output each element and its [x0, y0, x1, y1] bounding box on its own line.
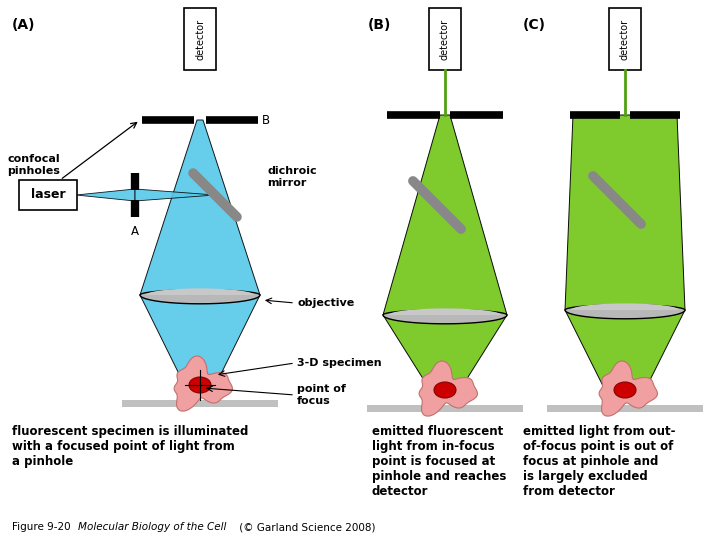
Text: emitted fluorescent
light from in-focus
point is focused at
pinhole and reaches
: emitted fluorescent light from in-focus …: [372, 425, 506, 498]
Polygon shape: [146, 288, 254, 295]
Ellipse shape: [434, 382, 456, 398]
Text: (C): (C): [523, 18, 546, 32]
Bar: [547, 405, 703, 412]
Text: emitted light from out-
of-focus point is out of
focus at pinhole and
is largely: emitted light from out- of-focus point i…: [523, 425, 675, 498]
Polygon shape: [140, 295, 260, 390]
Polygon shape: [383, 315, 507, 395]
Text: Figure 9-20: Figure 9-20: [12, 522, 77, 532]
Text: confocal
pinholes: confocal pinholes: [7, 154, 60, 176]
FancyBboxPatch shape: [429, 8, 461, 70]
FancyBboxPatch shape: [19, 180, 77, 210]
Ellipse shape: [614, 382, 636, 398]
Text: (B): (B): [368, 18, 392, 32]
Text: Molecular Biology of the Cell: Molecular Biology of the Cell: [78, 522, 226, 532]
Text: A: A: [131, 225, 139, 238]
Polygon shape: [174, 356, 233, 411]
Polygon shape: [383, 310, 507, 324]
Polygon shape: [565, 115, 685, 310]
Text: fluorescent specimen is illuminated
with a focused point of light from
a pinhole: fluorescent specimen is illuminated with…: [12, 425, 248, 468]
Polygon shape: [389, 308, 501, 315]
Bar: [122, 400, 278, 407]
Polygon shape: [140, 290, 260, 304]
Polygon shape: [135, 189, 215, 201]
Polygon shape: [76, 189, 135, 201]
Text: B: B: [262, 113, 270, 126]
Polygon shape: [571, 303, 679, 310]
Text: objective: objective: [297, 298, 354, 308]
Polygon shape: [419, 361, 477, 416]
Polygon shape: [383, 115, 507, 315]
Text: (A): (A): [12, 18, 35, 32]
Text: detector: detector: [620, 18, 630, 59]
Text: (© Garland Science 2008): (© Garland Science 2008): [236, 522, 376, 532]
Text: dichroic
mirror: dichroic mirror: [267, 166, 317, 188]
Text: detector: detector: [195, 18, 205, 59]
Polygon shape: [140, 120, 260, 295]
Bar: [367, 405, 523, 412]
FancyBboxPatch shape: [184, 8, 216, 70]
Ellipse shape: [189, 377, 211, 393]
Polygon shape: [565, 305, 685, 319]
Text: laser: laser: [31, 188, 66, 201]
Text: point of
focus: point of focus: [297, 384, 346, 406]
Text: 3-D specimen: 3-D specimen: [297, 358, 382, 368]
FancyBboxPatch shape: [609, 8, 641, 70]
Polygon shape: [599, 361, 657, 416]
Text: detector: detector: [440, 18, 450, 59]
Polygon shape: [565, 310, 685, 390]
